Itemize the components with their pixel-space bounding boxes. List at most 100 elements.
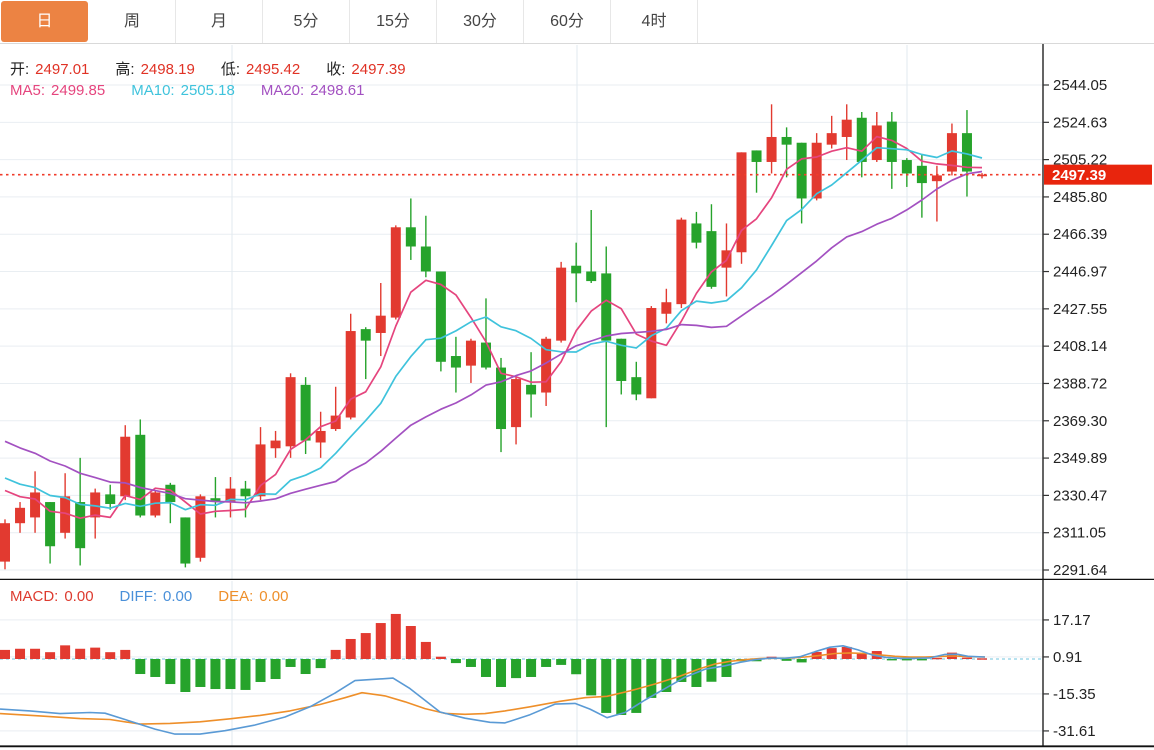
tab-timeframe-5[interactable]: 30分 [437,0,524,43]
macd-bar [300,659,311,675]
macd-chart-canvas[interactable]: 17.17 0.91 -15.35 -31.61 [0,580,1154,750]
candle-body [270,440,281,449]
candle-body [826,133,837,145]
macd-bar [405,626,416,659]
candle-body [0,523,10,562]
price-axis-label: 2388.72 [1053,375,1107,392]
macd-bar [556,659,567,665]
macd-axis-label: 17.17 [1053,612,1091,629]
macd-bar [270,659,281,680]
macd-bar [526,659,537,677]
macd-bar [586,659,597,696]
macd-bar [165,659,176,685]
macd-bar [345,638,356,659]
candle-body [225,488,236,503]
macd-bar [646,659,657,698]
candle-body [360,329,371,341]
candle-body [676,219,687,305]
candle-body [255,444,266,497]
candle-body [586,271,597,282]
price-chart-canvas[interactable]: 2544.05 2524.63 2505.22 2485.80 2466.39 2446.… [0,44,1154,580]
macd-bar [480,659,491,677]
macd-bar [676,659,687,682]
macd-bar [105,652,116,659]
ma20-line [4,170,983,504]
macd-axis-label: -31.61 [1053,723,1096,740]
price-axis-label: 2408.14 [1053,338,1107,355]
candle-body [616,338,627,382]
candle-body [811,142,822,199]
candle-body [105,494,116,504]
macd-bar [45,652,56,659]
price-axis-label: 2446.97 [1053,264,1107,281]
price-axis-label: 2544.05 [1053,77,1107,94]
candle-body [450,356,461,368]
macd-bar [631,659,642,713]
price-axis-label: 2505.22 [1053,152,1107,169]
macd-bar [856,653,867,659]
candle-body [390,227,401,318]
macd-axis-label: -15.35 [1053,686,1096,703]
candle-body [480,342,491,368]
macd-axis-label: 0.91 [1053,649,1082,666]
macd-bar [496,659,507,687]
candle-body [766,136,777,162]
macd-bar [886,659,897,661]
price-axis-label: 2524.63 [1053,114,1107,131]
macd-bar [315,659,326,669]
candle-body [691,223,702,243]
candle-body [781,136,792,145]
candle-body [946,133,957,172]
tab-timeframe-4[interactable]: 15分 [350,0,437,43]
candle-body [706,231,717,287]
candle-body [661,302,672,314]
macd-bar [977,658,988,660]
candle-body [405,227,416,247]
price-axis-label: 2291.64 [1053,562,1107,579]
macd-bar [375,623,386,659]
tab-timeframe-0[interactable]: 日 [1,1,88,42]
macd-bar [60,645,71,659]
price-axis-label: 2427.55 [1053,301,1107,318]
candle-body [120,436,131,497]
macd-bar [330,649,341,659]
candle-body [901,160,912,174]
ma5-line [4,135,983,520]
candle-body [30,492,41,518]
candle-body [285,377,296,447]
price-axis-label: 2485.80 [1053,189,1107,206]
macd-bar [616,659,627,715]
macd-bar [90,647,101,659]
candle-body [315,430,326,443]
timeframe-tabbar: 日周月 5分 15分 30分 60分 4时 [0,0,1154,44]
last-price-tag-value: 2497.39 [1052,167,1106,184]
macd-bar [285,659,296,667]
macd-bar [0,649,10,659]
candle-body [420,246,431,272]
macd-bar [781,659,792,661]
tab-timeframe-6[interactable]: 60分 [524,0,611,43]
candle-body [751,150,762,162]
candle-body [931,175,942,182]
diff-line [0,644,986,735]
tab-timeframe-1[interactable]: 周 [89,0,176,43]
macd-bar [450,659,461,664]
macd-bar [195,659,206,687]
tab-timeframe-3[interactable]: 5分 [263,0,350,43]
macd-bar [75,648,86,659]
price-axis-label: 2330.47 [1053,487,1107,504]
macd-bar [601,659,612,713]
tab-timeframe-2[interactable]: 月 [176,0,263,43]
macd-bar [135,659,146,675]
tab-timeframe-7[interactable]: 4时 [611,0,698,43]
macd-bar [255,659,266,682]
last-price-tag [1044,164,1152,185]
macd-bar [796,659,807,663]
candle-body [496,367,507,430]
macd-bar [390,613,401,659]
price-axis-label: 2349.89 [1053,450,1107,467]
candle-body [977,174,988,177]
macd-bar [931,657,942,660]
candle-body [300,384,311,441]
